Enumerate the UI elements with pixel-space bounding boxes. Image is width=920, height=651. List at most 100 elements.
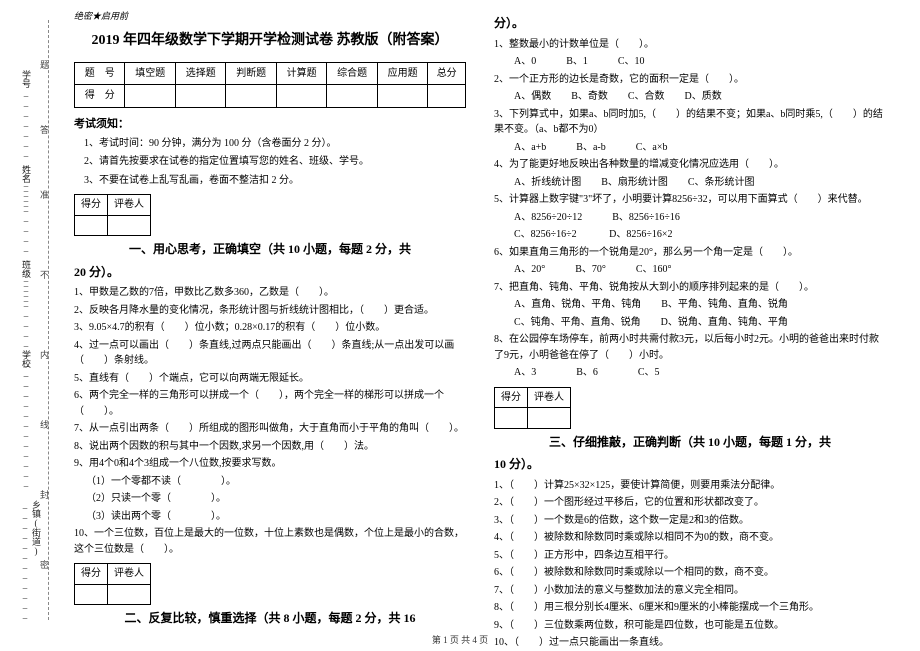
notice-heading: 考试须知：	[74, 116, 466, 133]
fill-q8: 8、说出两个因数的积与其中一个因数,求另一个因数,用（ ）法。	[74, 439, 466, 455]
notice-item: 1、考试时间：90 分钟，满分为 100 分（含卷面分 2 分）。	[84, 136, 466, 152]
td-blank	[428, 85, 466, 108]
mini-blank	[528, 408, 571, 429]
notice-item: 2、请首先按要求在试卷的指定位置填写您的姓名、班级、学号。	[84, 154, 466, 170]
td-blank	[226, 85, 276, 108]
side-xuexiao: 学校____________	[20, 350, 33, 488]
mini-blank	[108, 584, 151, 605]
td-blank	[276, 85, 326, 108]
judge-q5: 5、（ ）正方形中，四条边互相平行。	[494, 548, 886, 564]
score-table: 题 号 填空题 选择题 判断题 计算题 综合题 应用题 总分 得 分	[74, 62, 466, 108]
mini-grader: 评卷人	[528, 387, 571, 408]
content-area: 绝密★启用前 2019 年四年级数学下学期开学检测试卷 苏教版（附答案） 题 号…	[60, 0, 920, 650]
side-xian: 线	[38, 420, 51, 429]
fill-q1: 1、甲数是乙数的7倍，甲数比乙数多360，乙数是（ ）。	[74, 285, 466, 301]
choice-q8: 8、在公园停车场停车，前两小时共需付款3元，以后每小时2元。小明的爸爸出来时付款…	[494, 332, 886, 363]
section1-title: 一、用心思考，正确填空（共 10 小题，每题 2 分，共	[74, 240, 466, 259]
mini-grader: 评卷人	[108, 195, 151, 216]
binding-margin: 学号____________ 题 答 姓名____________ 准 班级__…	[0, 0, 60, 650]
mini-blank	[75, 215, 108, 236]
judge-q9: 9、（ ）三位数乘两位数，积可能是四位数，也可能是五位数。	[494, 618, 886, 634]
th-num: 题 号	[75, 62, 125, 85]
th-judge: 判断题	[226, 62, 276, 85]
fill-q2: 2、反映各月降水量的变化情况，条形统计图与折线统计图相比，（ ）更合适。	[74, 303, 466, 319]
choice-q7-opts1: A、直角、锐角、平角、钝角 B、平角、钝角、直角、锐角	[514, 297, 886, 313]
choice-q5: 5、计算器上数字键"3"坏了，小明要计算8256÷32，可以用下面算式（ ）来代…	[494, 192, 886, 208]
exam-title: 2019 年四年级数学下学期开学检测试卷 苏教版（附答案）	[74, 30, 466, 52]
mini-blank	[108, 215, 151, 236]
secret-label: 绝密★启用前	[74, 10, 466, 24]
choice-q7: 7、把直角、钝角、平角、锐角按从大到小的顺序排列起来的是（ ）。	[494, 280, 886, 296]
side-zhun: 准	[38, 190, 51, 199]
fill-q9a: （1）一个零都不读（ ）。	[86, 474, 466, 490]
notice-item: 3、不要在试卷上乱写乱画，卷面不整洁扣 2 分。	[84, 173, 466, 189]
td-blank	[125, 85, 175, 108]
choice-q3: 3、下列算式中，如果a、b同时加5,（ ）的结果不变；如果a、b同时乘5,（ ）…	[494, 107, 886, 138]
choice-q4-opts: A、折线统计图 B、扇形统计图 C、条形统计图	[514, 175, 886, 191]
choice-q2: 2、一个正方形的边长是奇数，它的面积一定是（ ）。	[494, 72, 886, 88]
choice-q5-opts1: A、8256÷20÷12 B、8256÷16÷16	[514, 210, 886, 226]
side-feng: 封	[38, 490, 51, 499]
section3-title: 三、仔细推敲，正确判断（共 10 小题，每题 1 分，共	[494, 433, 886, 452]
fill-q9b: （2）只读一个零（ ）。	[86, 491, 466, 507]
th-choice: 选择题	[175, 62, 225, 85]
side-mi: 密	[38, 560, 51, 569]
td-blank	[377, 85, 427, 108]
judge-q7: 7、（ ）小数加法的意义与整数加法的意义完全相同。	[494, 583, 886, 599]
fill-q9: 9、用4个0和4个3组成一个八位数,按要求写数。	[74, 456, 466, 472]
choice-q1-opts: A、0 B、1 C、10	[514, 54, 886, 70]
td-blank	[175, 85, 225, 108]
th-app: 应用题	[377, 62, 427, 85]
judge-q4: 4、（ ）被除数和除数同时乘或除以相同不为0的数，商不变。	[494, 530, 886, 546]
th-calc: 计算题	[276, 62, 326, 85]
column-left: 绝密★启用前 2019 年四年级数学下学期开学检测试卷 苏教版（附答案） 题 号…	[60, 0, 480, 650]
choice-q3-opts: A、a+b B、a-b C、a×b	[514, 140, 886, 156]
fill-q5: 5、直线有（ ）个端点，它可以向两端无限延长。	[74, 371, 466, 387]
th-comp: 综合题	[327, 62, 377, 85]
td-score: 得 分	[75, 85, 125, 108]
mini-score: 得分	[75, 564, 108, 585]
choice-q7-opts2: C、钝角、平角、直角、锐角 D、锐角、直角、钝角、平角	[514, 315, 886, 331]
mini-score: 得分	[495, 387, 528, 408]
side-ti: 题	[38, 60, 51, 69]
side-bu: 不	[38, 270, 51, 279]
section1-title-cont: 20 分）。	[74, 263, 466, 282]
fill-q9c: （3）读出两个零（ ）。	[86, 509, 466, 525]
choice-q5-opts2: C、8256÷16÷2 D、8256÷16×2	[514, 227, 886, 243]
page: 学号____________ 题 答 姓名____________ 准 班级__…	[0, 0, 920, 650]
grader-table-2: 得分评卷人	[74, 563, 151, 605]
td-blank	[327, 85, 377, 108]
table-row: 得 分	[75, 85, 466, 108]
choice-q6-opts: A、20° B、70° C、160°	[514, 262, 886, 278]
judge-q2: 2、（ ）一个图形经过平移后，它的位置和形状都改变了。	[494, 495, 886, 511]
fill-q4: 4、过一点可以画出（ ）条直线,过两点只能画出（ ）条直线;从一点出发可以画（ …	[74, 338, 466, 369]
grader-table-1: 得分评卷人	[74, 194, 151, 236]
judge-q1: 1、（ ）计算25×32×125，要使计算简便，则要用乘法分配律。	[494, 478, 886, 494]
choice-q1: 1、整数最小的计数单位是（ ）。	[494, 37, 886, 53]
choice-q2-opts: A、偶数 B、奇数 C、合数 D、质数	[514, 89, 886, 105]
table-row: 题 号 填空题 选择题 判断题 计算题 综合题 应用题 总分	[75, 62, 466, 85]
judge-q3: 3、（ ）一个数是6的倍数，这个数一定是2和3的倍数。	[494, 513, 886, 529]
grader-table-3: 得分评卷人	[494, 387, 571, 429]
page-footer: 第 1 页 共 4 页	[0, 633, 920, 646]
column-right: 分）。 1、整数最小的计数单位是（ ）。 A、0 B、1 C、10 2、一个正方…	[480, 0, 900, 650]
judge-q6: 6、（ ）被除数和除数同时乘或除以一个相同的数，商不变。	[494, 565, 886, 581]
mini-blank	[75, 584, 108, 605]
side-xiangzhen: 乡镇(街道) ____________	[20, 500, 43, 650]
choice-q6: 6、如果直角三角形的一个锐角是20°，那么另一个角一定是（ ）。	[494, 245, 886, 261]
mini-blank	[495, 408, 528, 429]
choice-q4: 4、为了能更好地反映出各种数量的增减变化情况应选用（ ）。	[494, 157, 886, 173]
fill-q3: 3、9.05×4.7的积有（ ）位小数；0.28×0.17的积有（ ）位小数。	[74, 320, 466, 336]
mini-score: 得分	[75, 195, 108, 216]
fill-q6: 6、两个完全一样的三角形可以拼成一个（ ），两个完全一样的梯形可以拼成一个（ ）…	[74, 388, 466, 419]
section2-title: 二、反复比较，慎重选择（共 8 小题，每题 2 分，共 16	[74, 609, 466, 628]
mini-grader: 评卷人	[108, 564, 151, 585]
th-total: 总分	[428, 62, 466, 85]
choice-q8-opts: A、3 B、6 C、5	[514, 365, 886, 381]
dashed-line	[48, 20, 49, 620]
fill-q10: 10、一个三位数，百位上是最大的一位数，十位上素数也是偶数，个位上是最小的合数，…	[74, 526, 466, 557]
judge-q8: 8、（ ）用三根分别长4厘米、6厘米和9厘米的小棒能摆成一个三角形。	[494, 600, 886, 616]
th-fill: 填空题	[125, 62, 175, 85]
section3-title-cont: 10 分）。	[494, 455, 886, 474]
section2-title-cont: 分）。	[494, 14, 886, 33]
